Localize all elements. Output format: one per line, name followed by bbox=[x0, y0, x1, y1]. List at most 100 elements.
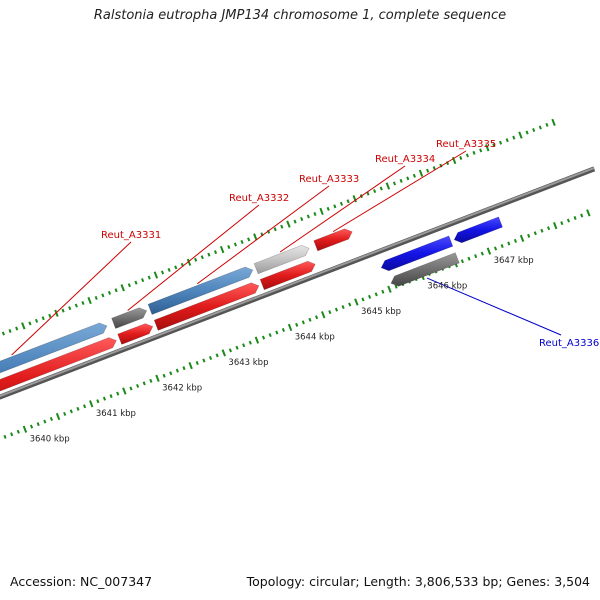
label-leader-line bbox=[127, 204, 260, 311]
major-tick bbox=[385, 182, 391, 190]
minor-tick bbox=[313, 211, 317, 216]
major-tick bbox=[287, 323, 293, 332]
major-tick bbox=[221, 349, 226, 357]
inner-tick-ring bbox=[3, 209, 591, 439]
minor-tick bbox=[83, 404, 87, 409]
minor-tick bbox=[366, 191, 370, 196]
gene-arrow bbox=[153, 282, 260, 331]
minor-tick bbox=[160, 270, 165, 275]
minor-tick bbox=[116, 391, 120, 396]
scale-label: 3644 kbp bbox=[295, 333, 335, 343]
minor-tick bbox=[540, 228, 544, 233]
minor-tick bbox=[127, 283, 131, 288]
minor-tick bbox=[96, 399, 100, 404]
minor-tick bbox=[394, 284, 398, 289]
minor-tick bbox=[48, 313, 52, 318]
minor-tick bbox=[142, 381, 146, 386]
minor-tick bbox=[547, 226, 551, 231]
gene-label: Reut_A3336 bbox=[539, 338, 599, 349]
backbone-highlight bbox=[0, 166, 595, 398]
minor-tick bbox=[533, 231, 537, 236]
gene-label: Reut_A3334 bbox=[375, 154, 435, 165]
minor-tick bbox=[109, 394, 113, 399]
minor-tick bbox=[308, 317, 312, 322]
minor-tick bbox=[235, 345, 239, 350]
major-tick bbox=[486, 247, 492, 255]
major-tick bbox=[387, 285, 392, 293]
minor-tick bbox=[426, 168, 430, 173]
topology-summary: Topology: circular; Length: 3,806,533 bp… bbox=[246, 574, 590, 589]
major-tick bbox=[352, 195, 357, 203]
minor-tick bbox=[439, 163, 443, 168]
minor-tick bbox=[295, 322, 299, 327]
minor-tick bbox=[41, 316, 45, 321]
major-tick bbox=[286, 220, 291, 228]
minor-tick bbox=[412, 173, 416, 178]
major-tick bbox=[87, 296, 92, 305]
minor-tick bbox=[268, 333, 272, 338]
label-leader-line bbox=[196, 185, 330, 285]
scale-label: 3645 kbp bbox=[361, 307, 401, 317]
major-tick bbox=[254, 336, 260, 344]
minor-tick bbox=[102, 396, 107, 401]
gene-labels: Reut_A3331 Reut_A3332 Reut_A3333 Reut_A3334… bbox=[11, 139, 599, 356]
minor-tick bbox=[315, 315, 319, 320]
minor-tick bbox=[134, 280, 138, 285]
major-tick bbox=[120, 284, 125, 292]
gene-arrow bbox=[0, 337, 117, 392]
minor-tick bbox=[432, 166, 436, 171]
minor-tick bbox=[566, 218, 571, 223]
minor-tick bbox=[61, 308, 65, 313]
minor-tick bbox=[129, 386, 133, 391]
minor-tick bbox=[472, 150, 476, 155]
minor-tick bbox=[381, 289, 385, 294]
major-tick bbox=[485, 144, 490, 152]
minor-tick bbox=[374, 292, 378, 297]
minor-tick bbox=[167, 267, 171, 272]
minor-tick bbox=[175, 368, 179, 373]
gene-arrow bbox=[453, 216, 503, 244]
page-title: Ralstonia eutropha JMP134 chromosome 1, … bbox=[93, 8, 507, 23]
minor-tick bbox=[527, 233, 531, 238]
minor-tick bbox=[300, 217, 304, 222]
minor-tick bbox=[16, 429, 20, 434]
minor-tick bbox=[306, 214, 310, 219]
major-tick bbox=[518, 131, 523, 139]
minor-tick bbox=[339, 201, 344, 206]
minor-tick bbox=[334, 307, 339, 312]
minor-tick bbox=[379, 186, 383, 191]
minor-tick bbox=[141, 278, 145, 283]
minor-tick bbox=[460, 259, 464, 264]
minor-tick bbox=[532, 128, 536, 132]
minor-tick bbox=[498, 140, 503, 145]
minor-tick bbox=[399, 178, 403, 183]
minor-tick bbox=[479, 148, 483, 153]
minor-tick bbox=[147, 275, 151, 280]
minor-tick bbox=[49, 417, 53, 422]
minor-tick bbox=[207, 252, 211, 257]
minor-tick bbox=[512, 135, 516, 140]
minor-tick bbox=[182, 366, 186, 371]
minor-tick bbox=[341, 305, 345, 310]
minor-tick bbox=[8, 329, 12, 334]
gene-arrow bbox=[313, 228, 353, 252]
minor-tick bbox=[94, 295, 98, 300]
minor-tick bbox=[242, 343, 246, 348]
major-tick bbox=[122, 387, 127, 395]
scale-label: 3640 kbp bbox=[30, 434, 70, 444]
minor-tick bbox=[467, 256, 471, 261]
label-leader-line bbox=[11, 241, 132, 356]
minor-tick bbox=[213, 250, 218, 255]
minor-tick bbox=[480, 251, 484, 256]
gene-arrow bbox=[390, 252, 460, 287]
gene-arrow bbox=[259, 260, 316, 291]
minor-tick bbox=[174, 265, 178, 270]
major-tick bbox=[186, 258, 192, 266]
minor-tick bbox=[500, 244, 504, 248]
minor-tick bbox=[208, 355, 213, 360]
minor-tick bbox=[29, 424, 34, 429]
minor-tick bbox=[492, 143, 496, 148]
minor-tick bbox=[333, 204, 337, 209]
minor-tick bbox=[525, 130, 529, 135]
minor-tick bbox=[493, 246, 498, 251]
